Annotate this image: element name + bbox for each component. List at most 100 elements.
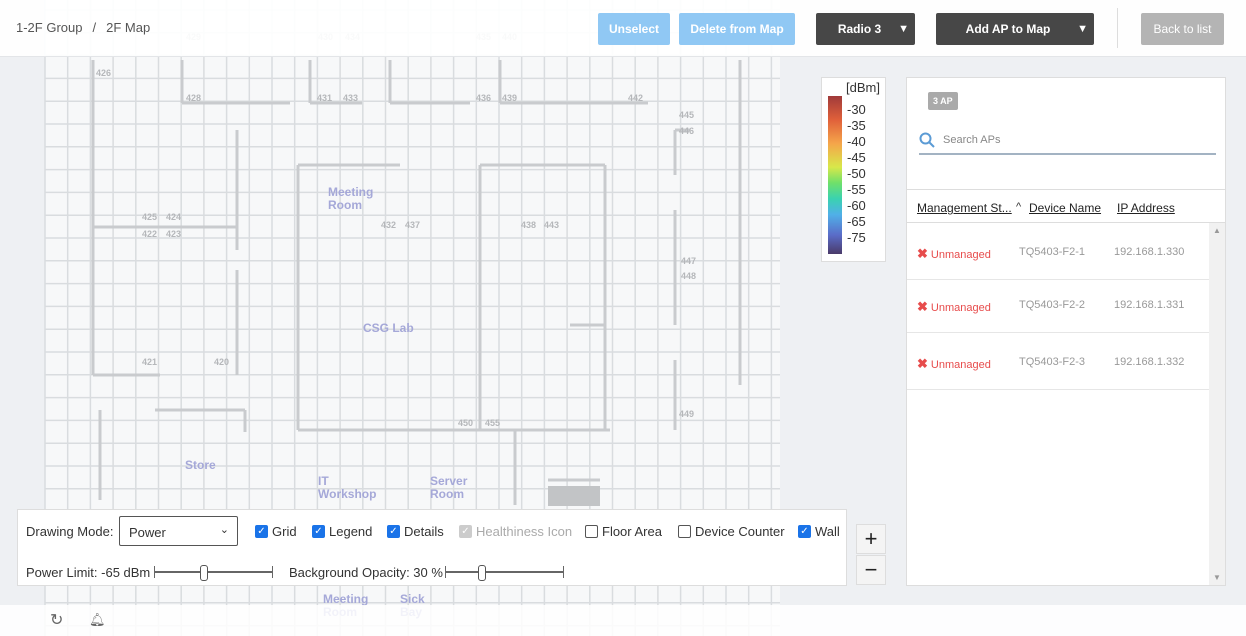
checkbox-legend[interactable]: ✓ Legend: [312, 524, 372, 539]
room-number: 426: [96, 68, 111, 78]
legend-tick: -75: [847, 230, 866, 245]
room-number: 431: [317, 93, 332, 103]
checkbox-healthiness-icon: ✓ Healthiness Icon: [459, 524, 572, 539]
checkbox-box[interactable]: ✓: [312, 525, 325, 538]
drawing-mode-value: Power: [129, 525, 166, 540]
legend-tick: -40: [847, 134, 866, 149]
checkbox-label: Device Counter: [695, 524, 785, 539]
ap-row[interactable]: ✖ Unmanaged TQ5403-F2-1 192.168.1.330: [907, 224, 1209, 280]
column-ip-address[interactable]: IP Address: [1117, 201, 1175, 215]
checkbox-label: Floor Area: [602, 524, 662, 539]
zoom-out-button[interactable]: −: [856, 555, 886, 585]
room-number: 450: [458, 418, 473, 428]
unmanaged-x-icon: ✖: [917, 246, 928, 261]
legend-tick: -55: [847, 182, 866, 197]
add-ap-button[interactable]: Add AP to Map ▼: [936, 13, 1094, 45]
legend-tick: -60: [847, 198, 866, 213]
room-label: CSG Lab: [363, 321, 414, 335]
status: ✖ Unmanaged: [917, 299, 991, 315]
room-label: Store: [185, 458, 216, 472]
room-number: 439: [502, 93, 517, 103]
status: ✖ Unmanaged: [917, 246, 991, 262]
column-device-name[interactable]: Device Name: [1029, 201, 1102, 215]
column-management-status[interactable]: Management St...: [917, 201, 1012, 215]
search-placeholder: Search APs: [943, 134, 1001, 146]
scrollbar[interactable]: ▲ ▼: [1209, 223, 1225, 585]
ap-row[interactable]: ✖ Unmanaged TQ5403-F2-2 192.168.1.331: [907, 277, 1209, 333]
legend-unit: [dBm]: [846, 80, 880, 95]
device-name: TQ5403-F2-2: [1019, 299, 1086, 311]
slider-thumb[interactable]: [478, 565, 487, 581]
slider-thumb[interactable]: [200, 565, 209, 581]
radio-dropdown[interactable]: Radio 3 ▼: [816, 13, 915, 45]
divider: [1117, 8, 1118, 48]
checkbox-box[interactable]: ✓: [255, 525, 268, 538]
map-block: [548, 486, 600, 506]
ip-address: 192.168.1.332: [1114, 356, 1185, 368]
room-number: 428: [186, 93, 201, 103]
legend-tick: -65: [847, 214, 866, 229]
room-number: 436: [476, 93, 491, 103]
sort-asc-icon: ^: [1016, 201, 1022, 213]
checkbox-box: ✓: [459, 525, 472, 538]
legend-tick: -35: [847, 118, 866, 133]
search-input[interactable]: Search APs: [919, 127, 1216, 155]
status-text: Unmanaged: [930, 302, 991, 314]
drawing-mode-label: Drawing Mode:: [26, 524, 114, 539]
footer-bar: ↻ 🔔︎: [0, 605, 1246, 636]
room-number: 433: [343, 93, 358, 103]
ip-address: 192.168.1.330: [1114, 246, 1185, 258]
breadcrumb-group[interactable]: 1-2F Group: [16, 20, 83, 35]
breadcrumb: 1-2F Group / 2F Map: [16, 20, 150, 35]
scroll-down-icon[interactable]: ▼: [1213, 573, 1221, 582]
checkbox-details[interactable]: ✓ Details: [387, 524, 444, 539]
checkbox-box[interactable]: ✓: [798, 525, 811, 538]
checkbox-label: Wall: [815, 524, 840, 539]
legend-color-scale: [828, 96, 842, 254]
drawing-mode-select[interactable]: Power ⌄: [119, 516, 238, 546]
checkbox-grid[interactable]: ✓ Grid: [255, 524, 297, 539]
power-limit-label: Power Limit: -65 dBm: [26, 565, 151, 580]
room-number: 437: [405, 220, 420, 230]
room-number: 420: [214, 357, 229, 367]
checkbox-label: Grid: [272, 524, 297, 539]
legend-tick: -50: [847, 166, 866, 181]
room-number: 438: [521, 220, 536, 230]
checkbox-device-counter[interactable]: Device Counter: [678, 524, 785, 539]
checkbox-floor-area[interactable]: Floor Area: [585, 524, 662, 539]
checkbox-wall[interactable]: ✓ Wall: [798, 524, 840, 539]
scroll-up-icon[interactable]: ▲: [1213, 226, 1221, 235]
background-opacity-slider[interactable]: [445, 565, 564, 581]
room-number: 423: [166, 229, 181, 239]
room-number: 422: [142, 229, 157, 239]
caret-down-icon: ▼: [1077, 23, 1088, 35]
power-limit-slider[interactable]: [154, 565, 273, 581]
chevron-down-icon: ⌄: [219, 524, 229, 536]
status: ✖ Unmanaged: [917, 356, 991, 372]
checkbox-box[interactable]: [678, 525, 691, 538]
checkbox-label: Healthiness Icon: [476, 524, 573, 539]
radio-label: Radio 3: [837, 22, 882, 36]
delete-from-map-button[interactable]: Delete from Map: [679, 13, 795, 45]
back-to-list-button[interactable]: Back to list: [1141, 13, 1224, 45]
device-name: TQ5403-F2-3: [1019, 356, 1086, 368]
refresh-icon[interactable]: ↻: [50, 612, 64, 629]
top-bar: 1-2F Group / 2F Map Unselect Delete from M…: [0, 0, 1246, 57]
checkbox-box[interactable]: ✓: [387, 525, 400, 538]
unselect-button[interactable]: Unselect: [598, 13, 670, 45]
unmanaged-x-icon: ✖: [917, 299, 928, 314]
checkbox-box[interactable]: [585, 525, 598, 538]
add-ap-label: Add AP to Map: [965, 22, 1051, 36]
room-number: 432: [381, 220, 396, 230]
zoom-in-button[interactable]: +: [856, 524, 886, 554]
bell-icon[interactable]: 🔔︎: [89, 612, 106, 627]
room-number: 445: [679, 110, 694, 120]
room-label: Server Room: [430, 474, 468, 501]
legend-tick: -45: [847, 150, 866, 165]
status-text: Unmanaged: [930, 359, 991, 371]
ap-row[interactable]: ✖ Unmanaged TQ5403-F2-3 192.168.1.332: [907, 334, 1209, 390]
ap-list-panel: 3 AP Search APs Management St... ^ Devic…: [906, 77, 1226, 586]
unmanaged-x-icon: ✖: [917, 356, 928, 371]
checkbox-label: Legend: [329, 524, 373, 539]
